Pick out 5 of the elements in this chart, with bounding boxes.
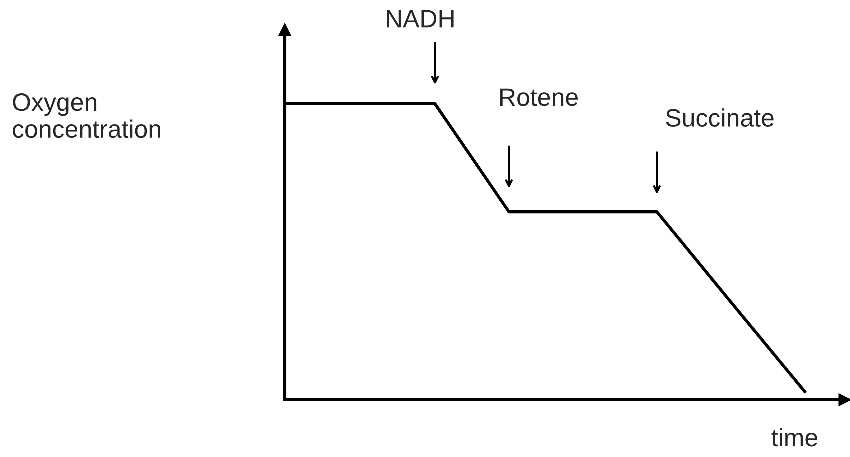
annotation: Succinate [666,108,774,127]
text: NADH [387,10,454,28]
text: Oxygen concentration [13,94,160,138]
x-axis-title: time [772,428,818,447]
annotation: Rotene [500,88,578,106]
